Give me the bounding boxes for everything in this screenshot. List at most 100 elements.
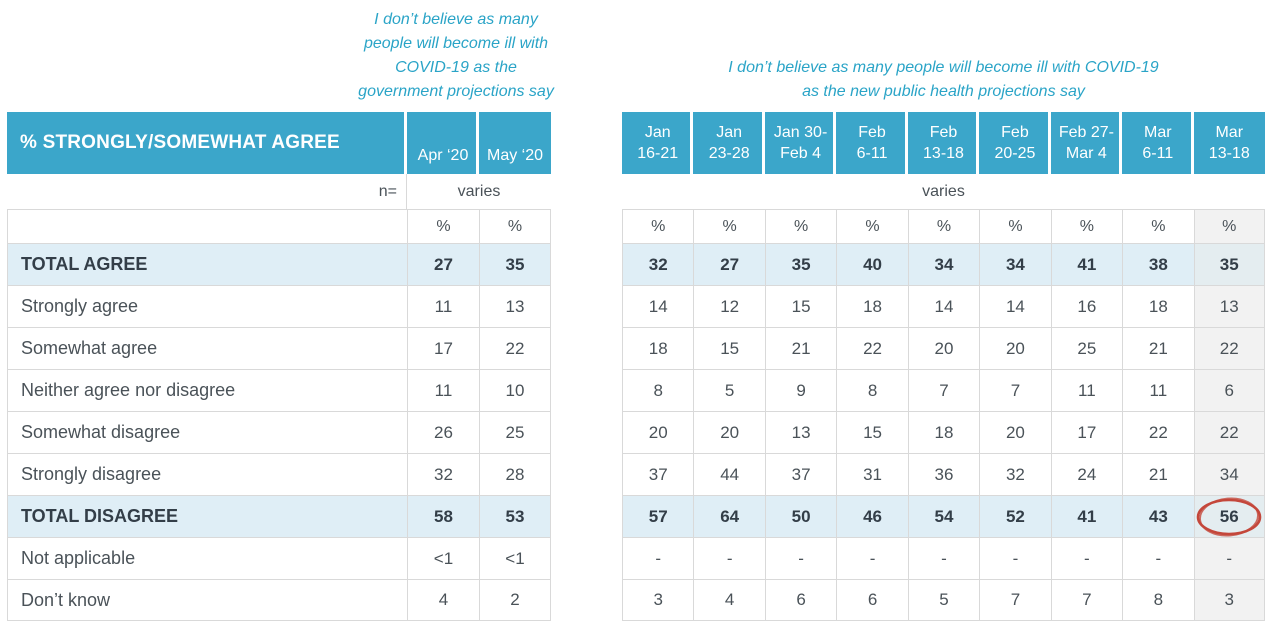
column-header-cell: Feb 27- Mar 4 [1050, 112, 1123, 174]
value-cell: 8 [622, 369, 694, 411]
value-cell: 6 [1193, 369, 1265, 411]
percent-cell: % [622, 209, 694, 243]
value-cell: - [764, 537, 837, 579]
value-cell: 26 [407, 411, 479, 453]
value-cell: 20 [979, 411, 1051, 453]
percent-row-label-cell [7, 209, 407, 243]
value-cell: 4 [407, 579, 479, 621]
value-cell: 22 [479, 327, 551, 369]
value-cell: 52 [979, 495, 1051, 537]
percent-cell: % [1050, 209, 1123, 243]
value-cell: 32 [622, 243, 694, 285]
value-cell: 54 [907, 495, 980, 537]
column-header-cell: Feb 13-18 [907, 112, 980, 174]
value-cell: - [1193, 537, 1265, 579]
value-cell: 2 [479, 579, 551, 621]
row-label: Somewhat disagree [7, 411, 407, 453]
value-cell: 4 [693, 579, 765, 621]
column-header-cell: Feb 20-25 [979, 112, 1051, 174]
value-cell: 11 [407, 369, 479, 411]
value-cell: 22 [1193, 411, 1265, 453]
value-cell: 34 [907, 243, 980, 285]
value-cell: 46 [836, 495, 908, 537]
value-cell: 53 [479, 495, 551, 537]
varies-cell: varies [622, 174, 1265, 209]
value-cell: - [1122, 537, 1194, 579]
value-cell: 14 [622, 285, 694, 327]
value-cell: 14 [979, 285, 1051, 327]
value-cell: 12 [693, 285, 765, 327]
value-cell: 58 [407, 495, 479, 537]
value-cell: 34 [1193, 453, 1265, 495]
value-cell: 3 [622, 579, 694, 621]
value-cell: 15 [836, 411, 908, 453]
row-label: Neither agree nor disagree [7, 369, 407, 411]
varies-cell: varies [407, 174, 551, 209]
table-header-label: % STRONGLY/SOMEWHAT AGREE [7, 112, 407, 174]
column-header-cell: May ‘20 [479, 112, 551, 174]
value-cell: 43 [1122, 495, 1194, 537]
value-cell: 28 [479, 453, 551, 495]
column-header-cell: Jan 23-28 [693, 112, 765, 174]
value-cell: 17 [407, 327, 479, 369]
column-header-cell: Apr ‘20 [407, 112, 479, 174]
value-cell: 14 [907, 285, 980, 327]
column-header-cell: Jan 30- Feb 4 [764, 112, 837, 174]
value-cell: 18 [907, 411, 980, 453]
value-cell: 13 [764, 411, 837, 453]
value-cell: 20 [693, 411, 765, 453]
value-cell: 5 [907, 579, 980, 621]
row-label: TOTAL DISAGREE [7, 495, 407, 537]
value-cell: 20 [979, 327, 1051, 369]
value-cell: 41 [1050, 495, 1123, 537]
value-cell: <1 [407, 537, 479, 579]
value-cell: 15 [764, 285, 837, 327]
value-cell: - [979, 537, 1051, 579]
value-cell: 20 [622, 411, 694, 453]
value-cell: - [836, 537, 908, 579]
circle-annotation [1196, 496, 1262, 537]
value-cell: 10 [479, 369, 551, 411]
value-cell: 11 [407, 285, 479, 327]
column-header-cell: Jan 16-21 [622, 112, 694, 174]
title-line: I don’t believe as many [374, 11, 538, 28]
value-cell: 8 [836, 369, 908, 411]
value-cell: 3 [1193, 579, 1265, 621]
title-line: people will become ill with [363, 35, 549, 52]
value-cell: 35 [764, 243, 837, 285]
value-cell: - [1050, 537, 1123, 579]
value-cell: 24 [1050, 453, 1123, 495]
percent-cell: % [479, 209, 551, 243]
value-cell: 32 [979, 453, 1051, 495]
value-cell: 22 [1122, 411, 1194, 453]
row-label: Don’t know [7, 579, 407, 621]
value-cell: 7 [907, 369, 980, 411]
row-label: Strongly agree [7, 285, 407, 327]
value-cell: 6 [836, 579, 908, 621]
title-line: as the new public health projections say [802, 83, 1085, 100]
value-cell: 7 [979, 369, 1051, 411]
value-cell: 7 [1050, 579, 1123, 621]
value-cell: 32 [407, 453, 479, 495]
value-cell: 57 [622, 495, 694, 537]
value-cell: 31 [836, 453, 908, 495]
column-header-cell: Feb 6-11 [836, 112, 908, 174]
value-cell: 56 [1193, 495, 1265, 537]
value-cell: 13 [1193, 285, 1265, 327]
percent-cell: % [764, 209, 837, 243]
value-cell: 25 [479, 411, 551, 453]
value-cell: 35 [479, 243, 551, 285]
title-line: COVID-19 as the [395, 59, 517, 76]
value-cell: 18 [836, 285, 908, 327]
value-cell: 37 [622, 453, 694, 495]
value-cell: 41 [1050, 243, 1123, 285]
value-cell: 13 [479, 285, 551, 327]
value-cell: 64 [693, 495, 765, 537]
value-cell: <1 [479, 537, 551, 579]
value-cell: 11 [1050, 369, 1123, 411]
value-cell: 37 [764, 453, 837, 495]
column-header-cell: Mar 6-11 [1122, 112, 1194, 174]
value-cell: 17 [1050, 411, 1123, 453]
value-cell: 36 [907, 453, 980, 495]
